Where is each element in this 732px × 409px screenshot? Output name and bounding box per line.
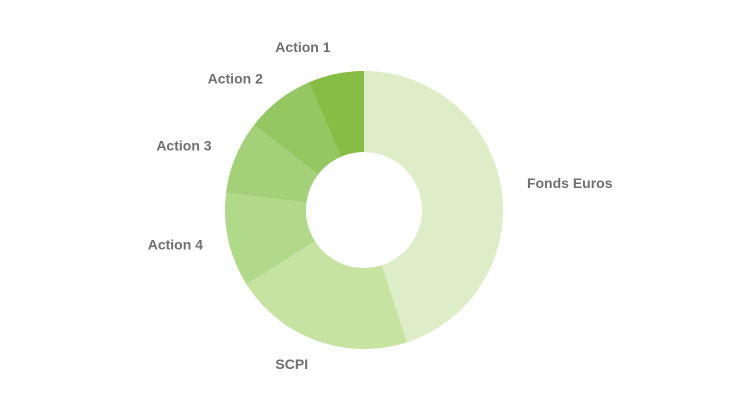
donut-slice	[246, 241, 407, 350]
donut-slice	[308, 71, 364, 157]
donut-slice	[225, 192, 316, 285]
slice-label: Action 2	[208, 70, 263, 86]
donut-slice	[226, 124, 319, 203]
slice-label: Action 3	[156, 138, 211, 154]
donut-slice	[254, 82, 341, 175]
slice-label: Action 1	[275, 39, 330, 55]
donut-slice	[364, 71, 504, 343]
slice-label: Action 4	[148, 237, 203, 253]
slice-label: Fonds Euros	[527, 175, 613, 191]
slice-label: SCPI	[275, 356, 308, 372]
